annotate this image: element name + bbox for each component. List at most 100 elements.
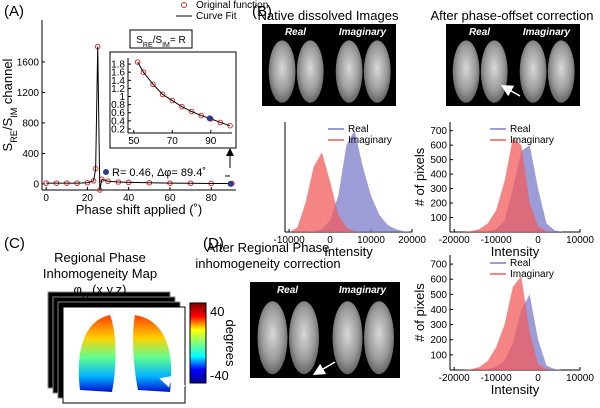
y-axis-label-part: IM [9, 108, 19, 118]
legend-label: Imaginary [510, 269, 554, 280]
x-tick-label: -20000 [439, 373, 471, 384]
lung [547, 40, 575, 103]
y-tick-label: 300 [430, 320, 447, 331]
y-tick-label: 500 [430, 155, 447, 166]
formula-part: RE [143, 42, 153, 49]
x-tick-label: 60 [164, 193, 176, 204]
x-tick-label: 50 [128, 136, 140, 147]
x-axis-label: Intensity [491, 382, 540, 397]
fit-line [137, 61, 231, 127]
formula-part: = R [170, 35, 186, 46]
y-tick-label: 100 [430, 213, 447, 224]
lung [78, 315, 116, 392]
y-axis-label: SRE/SIM channel [0, 58, 19, 151]
map-label: φD (x,y,z) [73, 282, 126, 301]
colorbar-tick-label: -40 [210, 368, 229, 383]
legend-label: Real [510, 124, 531, 135]
formula-part: IM [162, 42, 170, 49]
panel-label: (D) [203, 235, 224, 252]
y-axis-label-part: RE [9, 130, 19, 143]
x-tick-label: 20000 [398, 235, 426, 246]
x-tick-label: -10000 [481, 235, 513, 246]
y-tick-label: 700 [430, 126, 447, 137]
lung [364, 301, 394, 375]
histogram-area [454, 276, 580, 370]
image-label: Imaginary [339, 27, 387, 38]
lung [332, 301, 363, 375]
y-tick-label: 800 [22, 118, 39, 129]
y-tick-label: 0.8 [111, 100, 125, 111]
x-axis-label: Phase shift applied (˚) [76, 202, 202, 217]
y-axis-label-part: S [0, 142, 15, 151]
y-tick-label: 700 [430, 260, 447, 271]
legend-label: Real [510, 258, 531, 269]
data-point [217, 119, 224, 126]
y-tick-label: 0.2 [111, 124, 125, 135]
image-label: Real [285, 27, 306, 38]
y-tick-label: 1.8 [111, 60, 125, 71]
x-tick-label: 0 [327, 235, 333, 246]
data-point [150, 81, 156, 88]
image-label: Real [277, 285, 298, 296]
formula-part: /S [153, 35, 163, 46]
data-point [159, 91, 166, 98]
panel-title: Inhomogeneity Map [43, 266, 157, 281]
data-point [134, 59, 141, 65]
colorbar-label: degrees [223, 320, 238, 367]
legend-label: Imaginary [348, 135, 392, 146]
lung [519, 40, 547, 103]
y-tick-label: 200 [430, 199, 447, 210]
y-tick-label: 1.6 [111, 68, 125, 79]
x-tick-label: -10000 [481, 373, 513, 384]
annotation: R= 0.46, Δφ= 89.4˚ [112, 167, 206, 179]
x-tick-label: 10000 [566, 235, 594, 246]
arrow [500, 85, 521, 97]
panel-label: (B) [252, 3, 272, 20]
y-axis-label-part: /S [0, 118, 15, 131]
x-tick-label: 70 [167, 136, 179, 147]
formula: SRE/SIM= R [136, 35, 185, 49]
highlight-point [206, 115, 213, 122]
arrow [312, 361, 336, 376]
x-tick-label: 10000 [566, 373, 594, 384]
formula-part: S [136, 35, 143, 46]
panel-title: After phase-offset correction [430, 8, 593, 23]
colorbar [189, 302, 207, 384]
x-tick-label: -10000 [274, 235, 306, 246]
legend-label: Imaginary [510, 135, 554, 146]
x-tick-label: 10000 [357, 235, 385, 246]
y-tick-label: 1200 [17, 88, 40, 99]
y-tick-label: 1 [119, 92, 125, 103]
x-tick-label: 0 [43, 193, 49, 204]
lung [289, 301, 319, 375]
legend-label: Real [348, 124, 369, 135]
y-tick-label: 1.4 [111, 76, 125, 87]
x-tick-label: 0 [535, 373, 541, 384]
panel-title: Native dissolved Images [258, 8, 399, 23]
panel-title: Regional Phase [54, 250, 146, 265]
x-tick-label: 20 [82, 193, 94, 204]
data-point [198, 112, 204, 119]
y-tick-label: 1.2 [111, 84, 125, 95]
y-tick-label: 0.6 [111, 108, 125, 119]
y-tick-label: 400 [22, 149, 39, 160]
lung [268, 40, 296, 103]
arrow [159, 375, 186, 388]
x-axis-label: Intensity [324, 244, 373, 259]
y-tick-label: 1600 [17, 57, 40, 68]
fit-line [46, 46, 232, 191]
lung [480, 40, 508, 103]
lung [257, 301, 288, 375]
data-point [169, 97, 176, 104]
histogram-area [289, 152, 412, 232]
lung [335, 40, 363, 103]
highlight-point [227, 180, 234, 187]
lung [296, 40, 324, 103]
y-tick-label: 0 [33, 179, 39, 190]
panel-label: (C) [4, 235, 25, 252]
annotation-marker [103, 169, 109, 175]
y-tick-label: 600 [430, 141, 447, 152]
legend-label: Original function [196, 0, 268, 11]
data-point [227, 122, 233, 129]
